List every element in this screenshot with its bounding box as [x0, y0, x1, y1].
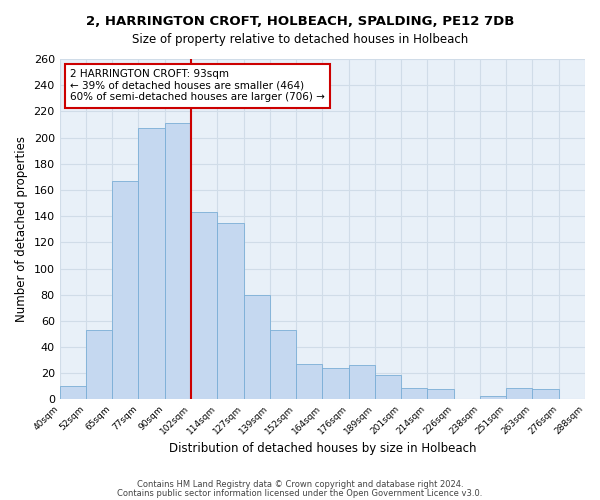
Bar	[59, 386, 86, 400]
Bar	[86, 330, 112, 400]
Bar	[296, 364, 322, 400]
Bar	[480, 396, 506, 400]
Text: Contains public sector information licensed under the Open Government Licence v3: Contains public sector information licen…	[118, 488, 482, 498]
Bar	[165, 123, 191, 400]
Bar	[270, 330, 296, 400]
Bar	[427, 389, 454, 400]
Bar	[244, 294, 270, 400]
Text: 2, HARRINGTON CROFT, HOLBEACH, SPALDING, PE12 7DB: 2, HARRINGTON CROFT, HOLBEACH, SPALDING,…	[86, 15, 514, 28]
Text: Size of property relative to detached houses in Holbeach: Size of property relative to detached ho…	[132, 32, 468, 46]
X-axis label: Distribution of detached houses by size in Holbeach: Distribution of detached houses by size …	[169, 442, 476, 455]
Bar	[191, 212, 217, 400]
Bar	[532, 389, 559, 400]
Text: Contains HM Land Registry data © Crown copyright and database right 2024.: Contains HM Land Registry data © Crown c…	[137, 480, 463, 489]
Bar	[401, 388, 427, 400]
Bar	[112, 181, 139, 400]
Bar	[322, 368, 349, 400]
Bar	[506, 388, 532, 400]
Bar	[349, 366, 375, 400]
Bar	[217, 222, 244, 400]
Bar	[139, 128, 165, 400]
Text: 2 HARRINGTON CROFT: 93sqm
← 39% of detached houses are smaller (464)
60% of semi: 2 HARRINGTON CROFT: 93sqm ← 39% of detac…	[70, 69, 325, 102]
Bar	[375, 374, 401, 400]
Y-axis label: Number of detached properties: Number of detached properties	[15, 136, 28, 322]
